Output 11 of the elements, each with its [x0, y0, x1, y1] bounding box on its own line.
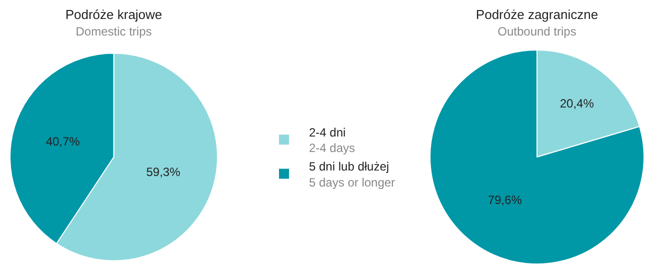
data-label: 20,4%: [560, 96, 594, 110]
chart-subtitle: Outbound trips: [498, 24, 576, 39]
data-label: 59,3%: [146, 164, 181, 179]
pie-slice: [430, 50, 644, 264]
chart-title: Podróże krajowe: [65, 6, 162, 22]
chart-title: Podróże zagraniczne: [476, 6, 598, 22]
chart-subtitle: Domestic trips: [76, 24, 152, 39]
legend-label: 5 dni lub dłużej 5 days or longer: [309, 160, 396, 190]
legend-label: 2-4 dni 2-4 days: [309, 125, 356, 156]
data-label: 40,7%: [46, 134, 80, 149]
data-label: 79,6%: [488, 192, 522, 207]
